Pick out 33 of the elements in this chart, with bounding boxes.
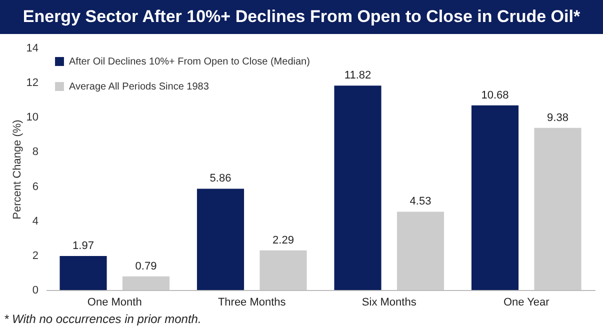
y-tick-label: 4 [32,215,38,228]
y-tick-label: 0 [32,284,38,296]
bar [534,128,582,290]
legend-label: After Oil Declines 10%+ From Open to Close (Median) [69,56,310,68]
data-label: 5.86 [210,172,232,185]
bar [396,212,444,290]
x-tick-label: One Year [503,296,550,308]
data-label: 1.97 [72,240,94,252]
y-axis-title: Percent Change (%) [11,120,24,220]
y-tick-label: 10 [26,112,38,124]
y-tick-label: 12 [26,77,38,90]
data-label: 10.68 [481,89,509,102]
x-tick-label: Three Months [218,296,286,308]
data-label: 0.79 [135,260,157,272]
legend-label: Average All Periods Since 1983 [69,82,210,92]
y-tick-label: 6 [32,180,38,193]
bar [260,250,307,290]
bar [471,105,519,290]
bar [334,86,382,290]
x-tick-label: One Month [87,296,142,308]
chart-title: Energy Sector After 10%+ Declines From Open to Close in Crude Oil* [0,0,603,34]
text: * With no occurrences in prior month. [3,311,202,328]
data-label: 11.82 [344,70,372,82]
x-tick-label: Six Months [362,296,417,308]
y-tick-label: 14 [26,42,38,54]
y-tick-label: 8 [32,146,38,158]
y-tick-label: 2 [32,250,38,262]
bar [60,256,107,290]
data-label: 4.53 [410,196,432,208]
data-label: 9.38 [547,112,568,124]
bar [196,188,244,290]
bar [122,276,170,290]
data-label: 2.29 [272,234,294,246]
